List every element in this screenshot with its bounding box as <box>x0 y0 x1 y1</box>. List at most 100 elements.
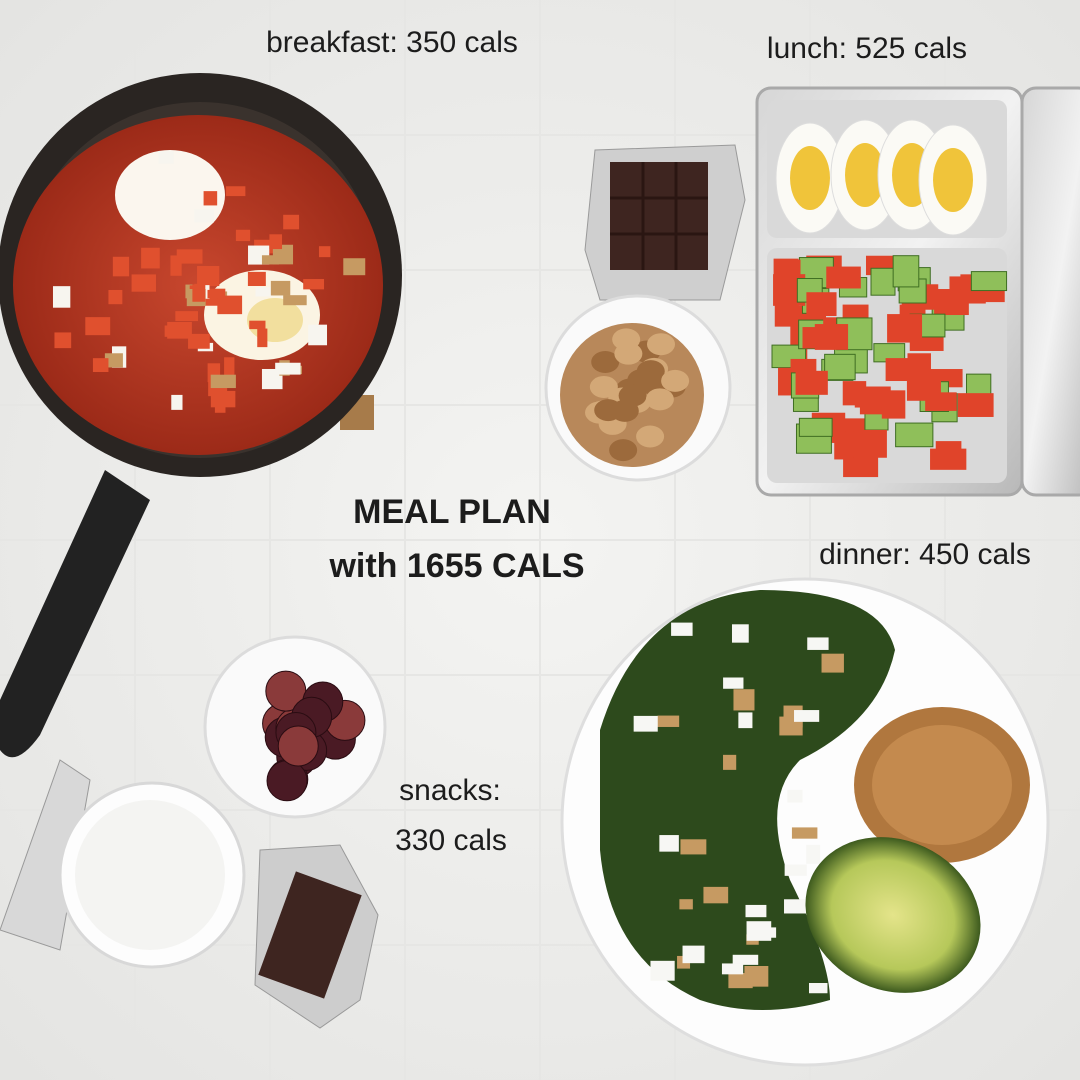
tomato <box>853 429 887 458</box>
walnut <box>646 333 675 356</box>
feta <box>158 151 174 164</box>
tomato <box>167 321 192 339</box>
salad <box>771 255 1008 478</box>
feta <box>682 945 705 964</box>
feta <box>746 921 772 941</box>
feta <box>784 899 806 914</box>
tomato <box>217 295 243 315</box>
grapes <box>262 670 366 802</box>
tomato <box>175 311 198 322</box>
breakfast-label: breakfast: 350 cals <box>266 26 518 59</box>
walnut <box>645 388 674 411</box>
walnut <box>343 258 366 276</box>
chocolate <box>258 871 362 999</box>
tomato <box>170 255 182 276</box>
tomato <box>774 304 799 327</box>
walnut <box>821 653 844 673</box>
grape <box>266 760 308 802</box>
tomato <box>85 317 111 336</box>
walnut <box>104 353 123 368</box>
tomato <box>203 191 218 206</box>
walnut <box>723 754 737 770</box>
tomato <box>112 256 130 277</box>
tomato <box>197 266 220 287</box>
walnut <box>612 328 641 351</box>
tomato <box>318 246 331 258</box>
egg-yolk <box>790 146 830 210</box>
tomato <box>283 214 300 230</box>
walnut <box>636 425 665 448</box>
tomato <box>226 186 246 197</box>
chocolate <box>610 162 708 270</box>
feta <box>659 835 679 852</box>
tomato <box>795 370 828 395</box>
lunchbox-lid <box>1020 86 1080 497</box>
tomato <box>885 358 920 382</box>
lunch-label: lunch: 525 cals <box>767 32 967 65</box>
walnut <box>283 295 307 306</box>
snacks-label: snacks: <box>399 774 501 807</box>
tomato <box>930 448 967 470</box>
tomato <box>257 328 268 348</box>
yogurt <box>75 800 225 950</box>
feta <box>807 637 829 650</box>
tomato <box>188 333 210 349</box>
walnut <box>703 886 729 904</box>
tomato <box>92 358 109 372</box>
tomato <box>887 314 923 343</box>
cucumber <box>798 417 833 437</box>
cucumber <box>970 271 1008 292</box>
tomato <box>249 320 266 330</box>
title-line: with 1655 CALS <box>328 547 584 585</box>
feta <box>308 324 328 346</box>
walnut <box>261 255 280 265</box>
spinach <box>600 590 895 1010</box>
tomato <box>214 403 226 413</box>
tomato <box>802 327 829 349</box>
feta <box>650 960 675 981</box>
feta <box>731 624 749 643</box>
walnut <box>657 715 680 727</box>
avocado <box>805 837 981 993</box>
walnut <box>610 399 639 422</box>
cucumber <box>870 267 896 296</box>
feta <box>806 844 821 864</box>
walnut <box>210 374 236 389</box>
grape <box>277 725 319 767</box>
salmon-cake-top <box>872 725 1012 845</box>
walnut <box>589 375 618 398</box>
title-line: MEAL PLAN <box>353 493 551 531</box>
tomato <box>269 234 283 250</box>
pan-handle <box>0 470 150 758</box>
feta <box>745 904 767 918</box>
walnut <box>270 280 291 296</box>
feta <box>794 710 820 722</box>
feta <box>671 622 693 636</box>
feta <box>723 677 744 689</box>
egg-yolk <box>933 148 973 212</box>
tomato <box>192 284 206 302</box>
tomato <box>806 292 837 317</box>
feta <box>732 954 759 965</box>
tomato <box>207 289 223 299</box>
feta <box>275 362 301 375</box>
feta <box>809 983 828 994</box>
tomato <box>224 357 235 379</box>
cucumber <box>824 353 856 381</box>
walnut <box>680 839 707 855</box>
feta <box>255 287 273 297</box>
walnut <box>609 439 638 462</box>
dinner-label: dinner: 450 cals <box>819 538 1031 571</box>
tomato <box>131 274 156 292</box>
feta-crumbles <box>52 151 366 413</box>
feta <box>784 864 807 876</box>
feta <box>171 394 183 410</box>
tomato <box>826 266 861 289</box>
tomato <box>247 271 266 287</box>
tomato <box>235 229 251 242</box>
tomato <box>54 332 72 349</box>
boiled-eggs <box>775 119 988 236</box>
egg-yolk <box>845 143 885 207</box>
tomato <box>108 289 123 305</box>
